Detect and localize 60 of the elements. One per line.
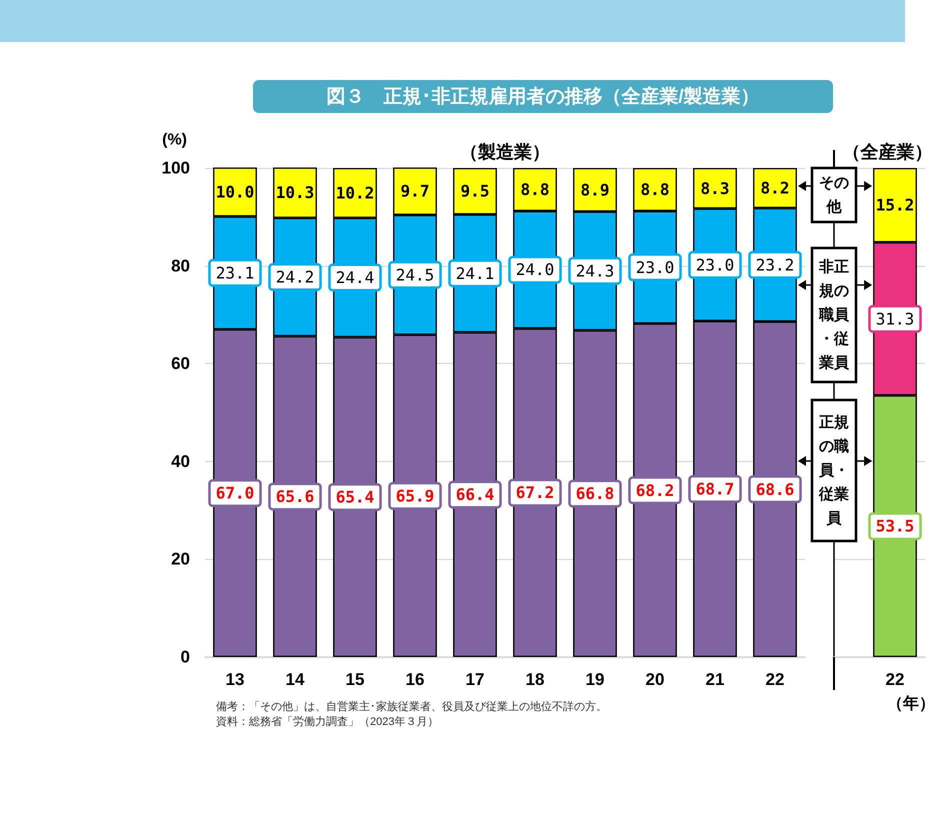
x-tick-label: 17 [466,670,484,689]
data-label: 67.0 [216,484,254,503]
data-label: 10.3 [276,183,314,202]
data-label: 53.5 [876,516,914,536]
data-label: 8.3 [700,178,730,198]
x-tick-label: 15 [346,670,364,689]
data-label: 23.1 [216,263,254,282]
data-label: 10.2 [336,183,374,202]
y-tick-label: 100 [162,158,190,178]
x-axis-title: （年） [887,694,935,712]
data-label: 68.7 [696,480,734,499]
text: 資料：総務省「労働力調査」（2023年３月） [216,715,438,728]
data-label: 8.8 [520,180,550,200]
legend-label: 正規の職員・従業員 [818,414,849,527]
series-label: 非正規の職員・従業員 [818,258,850,372]
data-label: 15.2 [876,196,914,215]
data-label: 9.5 [460,182,490,201]
data-label: 23.0 [636,258,674,277]
data-label: 24.5 [396,265,434,284]
data-label: 65.9 [396,486,434,506]
y-tick-label: 80 [171,256,190,276]
data-label: 66.4 [456,485,494,504]
data-label: 23.0 [696,255,734,274]
x-tick-label: 20 [646,670,664,689]
data-label: 24.3 [576,261,614,280]
data-label: 8.2 [760,178,790,198]
chart-title: 図３ 正規･非正規雇用者の推移（全産業/製造業） [326,86,760,108]
data-label: 9.7 [400,182,430,201]
data-label: 24.0 [516,260,554,280]
chart-subtitle: （製造業） [460,142,550,162]
x-tick-label: 18 [526,670,544,689]
data-label: 67.2 [516,483,554,502]
x-tick-label: 21 [706,670,724,689]
data-label: 65.6 [276,487,314,506]
data-label: 65.4 [336,488,374,507]
chart-title: （全産業） [842,142,932,162]
data-label: 31.3 [876,309,914,328]
data-label: 8.8 [640,180,670,200]
data-label: 24.2 [276,268,314,287]
data-label: 23.2 [756,255,794,274]
y-tick-label: 60 [171,354,190,374]
data-label: 24.1 [456,264,494,283]
x-tick-label: 16 [406,670,424,689]
legend-label: その他 [819,174,849,216]
x-tick-label: 13 [226,670,244,689]
data-label: 68.6 [756,480,794,499]
data-label: 8.9 [580,180,610,200]
x-tick-label: 22 [766,670,784,689]
y-tick-label: 0 [180,648,190,666]
y-tick-label: 20 [171,550,190,569]
data-label: 24.4 [336,268,374,288]
y-axis-title: (%) [162,132,187,148]
data-label: 10.0 [216,182,254,202]
x-tick-label: 14 [286,670,305,689]
data-label: 68.2 [636,480,674,500]
x-tick-label: 19 [586,670,604,689]
y-tick-label: 40 [171,452,190,471]
data-label: 66.8 [576,484,614,504]
text: 備考：「その他」は、自営業主･家族従業者、役員及び従業上の地位不詳の方。 [216,700,607,713]
x-tick-label: 22 [886,670,904,689]
